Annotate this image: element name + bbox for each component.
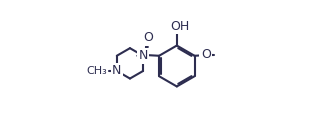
Text: O: O [144,31,154,44]
Text: N: N [112,64,121,77]
Text: CH₃: CH₃ [87,66,107,76]
Text: N: N [138,49,148,62]
Text: OH: OH [170,20,190,33]
Text: O: O [201,48,211,61]
